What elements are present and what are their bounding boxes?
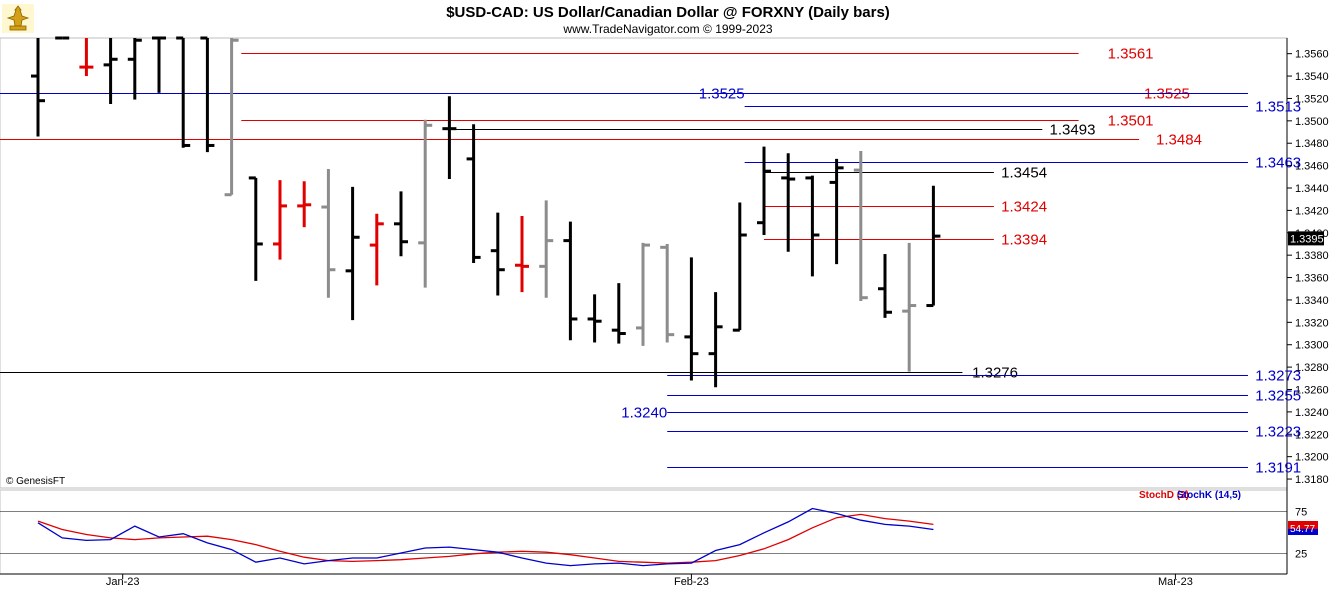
price-bar	[853, 151, 868, 302]
price-bar	[563, 221, 578, 341]
price-bar	[878, 254, 892, 318]
price-axis: 1.3180 1.3200 1.3220 1.3240 1.3260 1.3280 1.33…	[1287, 49, 1329, 486]
price-axis-label: 1.3560	[1295, 49, 1329, 61]
stoch-layer: 75 25 StochD (3)StochK (14,5) 54.77	[0, 490, 1318, 567]
bars-layer	[31, 36, 941, 388]
level-label-1.3493: 1.3493	[1050, 122, 1096, 139]
level-label-1.3191: 1.3191	[1255, 460, 1301, 477]
date-axis: Jan-23 Feb-23 Mar-23	[106, 574, 1193, 588]
price-axis-label: 1.3200	[1295, 452, 1329, 464]
level-label-1.3394: 1.3394	[1001, 232, 1047, 249]
chart-subtitle: www.TradeNavigator.com © 1999-2023	[562, 22, 772, 36]
price-bar	[926, 185, 941, 308]
level-label-1.3463: 1.3463	[1255, 155, 1301, 172]
price-bar	[176, 36, 191, 148]
price-axis-label: 1.3440	[1295, 183, 1329, 195]
stoch-line-k	[37, 507, 934, 567]
price-bar	[321, 168, 336, 298]
last-price-box	[1288, 231, 1324, 246]
price-axis-label: 1.3460	[1295, 161, 1329, 173]
price-axis-label: 1.3360	[1295, 273, 1329, 285]
level-label-1.3454: 1.3454	[1001, 165, 1047, 182]
price-bar	[394, 191, 408, 257]
level-label-1.3424: 1.3424	[1001, 199, 1047, 216]
price-bar	[757, 146, 771, 236]
price-bar	[805, 175, 820, 277]
price-axis-label: 1.3260	[1295, 384, 1329, 396]
level-label-1.3273: 1.3273	[1255, 368, 1301, 385]
price-bar	[273, 180, 287, 260]
price-bar	[297, 181, 312, 228]
date-axis-label: Jan-23	[106, 576, 140, 588]
stoch-value-box-k	[1288, 528, 1318, 535]
price-bar	[466, 124, 481, 263]
level-label-1.3513: 1.3513	[1255, 99, 1301, 116]
price-bar	[369, 213, 384, 286]
price-bar	[732, 202, 747, 332]
level-label-1.3240: 1.3240	[621, 405, 667, 422]
price-bar	[587, 294, 602, 343]
trade-navigator-logo-icon	[2, 4, 34, 33]
stoch-axis-label: 25	[1295, 549, 1307, 561]
price-axis-label: 1.3480	[1295, 138, 1329, 150]
level-label-1.3255: 1.3255	[1255, 388, 1301, 405]
price-axis-label: 1.3220	[1295, 429, 1329, 441]
level-label-1.3525: 1.3525	[699, 86, 745, 103]
stoch-value-box-d	[1288, 520, 1318, 529]
level-label-1.3501: 1.3501	[1108, 113, 1154, 130]
copyright-label: © GenesisFT	[6, 476, 65, 487]
stoch-axis-label: 75	[1295, 507, 1307, 519]
price-bar	[660, 243, 675, 343]
price-axis-label: 1.3380	[1295, 250, 1329, 262]
price-bar	[781, 153, 796, 252]
price-bar	[684, 257, 699, 381]
price-bar	[127, 38, 142, 100]
price-bar	[708, 292, 723, 388]
price-bar	[829, 158, 844, 265]
price-bar	[200, 36, 215, 153]
levels-layer: 1.35611.35251.35251.35131.35011.34931.34…	[0, 46, 1301, 477]
price-bar	[224, 38, 239, 197]
price-bar	[418, 119, 433, 288]
price-bar	[248, 176, 263, 281]
level-label-1.3484: 1.3484	[1156, 132, 1202, 149]
price-bar	[515, 215, 529, 293]
price-bar	[442, 96, 457, 180]
price-bar	[490, 212, 505, 296]
chart-title: $USD-CAD: US Dollar/Canadian Dollar @ FO…	[446, 4, 890, 21]
stoch-legend-k: StochK (14,5)	[1177, 490, 1241, 501]
price-axis-label: 1.3280	[1295, 362, 1329, 374]
price-bar	[902, 242, 917, 372]
price-axis-label: 1.3340	[1295, 295, 1329, 307]
level-label-1.3223: 1.3223	[1255, 424, 1301, 441]
price-bar	[31, 38, 45, 137]
price-axis-label: 1.3240	[1295, 407, 1329, 419]
price-bar	[152, 36, 166, 93]
price-axis-label: 1.3540	[1295, 71, 1329, 83]
stoch-legend-d: StochD (3)	[1139, 490, 1189, 501]
price-bar	[103, 38, 118, 105]
stoch-current-value: 54.77	[1290, 524, 1315, 535]
price-axis-label: 1.3320	[1295, 317, 1329, 329]
price-bar	[79, 38, 94, 77]
level-label-1.3561: 1.3561	[1108, 46, 1154, 63]
price-bar	[345, 186, 360, 321]
date-axis-label: Feb-23	[674, 576, 709, 588]
price-axis-label: 1.3500	[1295, 116, 1329, 128]
date-axis-label: Mar-23	[1158, 576, 1193, 588]
price-axis-label: 1.3180	[1295, 474, 1329, 486]
price-axis-label: 1.3420	[1295, 205, 1329, 217]
price-bar	[611, 283, 626, 344]
price-bar	[636, 242, 650, 346]
level-label-1.3276: 1.3276	[972, 365, 1018, 382]
last-price-label: 1.3395	[1290, 233, 1324, 245]
price-bar	[539, 200, 554, 298]
price-axis-label: 1.3520	[1295, 93, 1329, 105]
stoch-line-d	[37, 513, 934, 564]
price-axis-label: 1.3300	[1295, 340, 1329, 352]
